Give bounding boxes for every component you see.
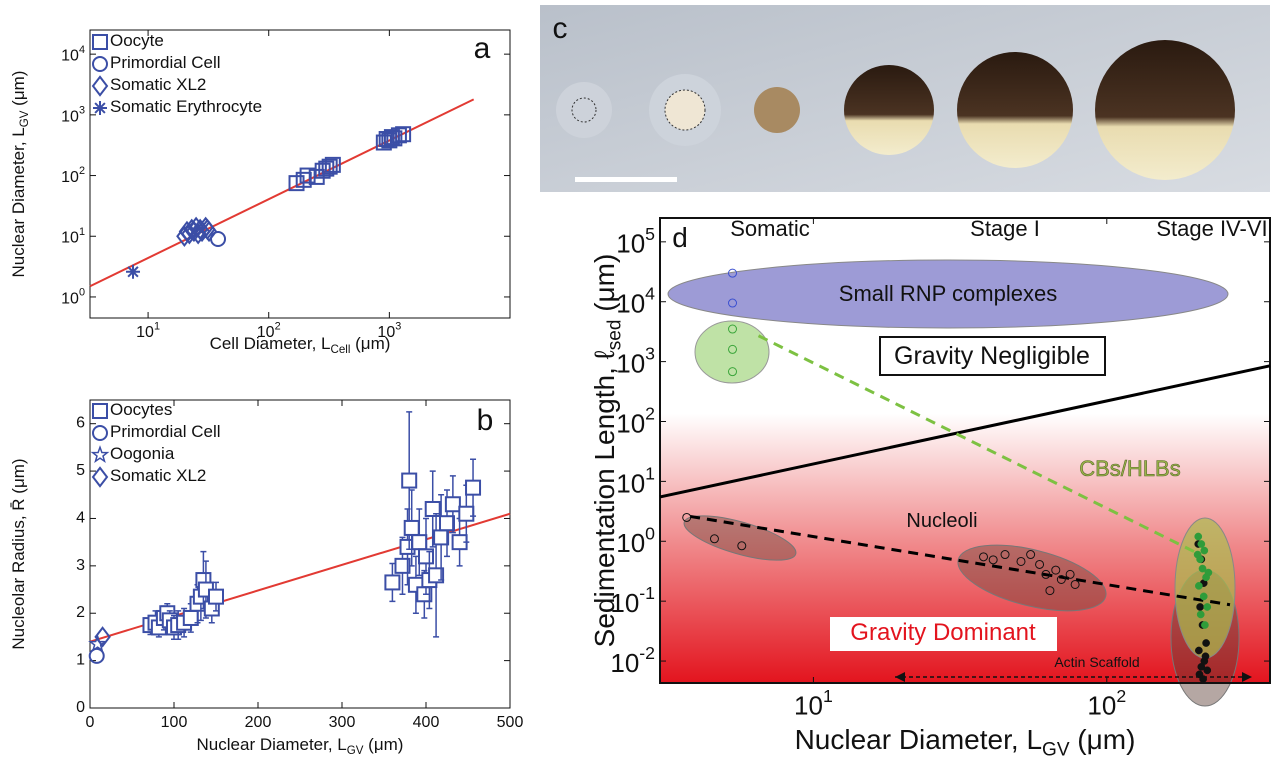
y-tick-label: 105 bbox=[616, 223, 655, 258]
x-axis-title: Nuclear Diameter, LGV (μm) bbox=[197, 735, 404, 757]
marker bbox=[93, 447, 108, 461]
marker bbox=[1202, 639, 1209, 646]
marker bbox=[402, 474, 416, 488]
y-tick-label: 3 bbox=[76, 557, 85, 574]
marker bbox=[412, 535, 426, 549]
y-tick-label: 100 bbox=[616, 523, 655, 558]
y-axis-title: Nucleolar Radius, R̄ (μm) bbox=[9, 458, 28, 649]
y-tick-label: 6 bbox=[76, 415, 85, 432]
panel-label: b bbox=[477, 404, 494, 437]
panel-label: a bbox=[474, 32, 491, 65]
marker bbox=[446, 497, 460, 511]
x-tick-label: 101 bbox=[136, 320, 160, 341]
legend-label: Primordial Cell bbox=[110, 53, 221, 72]
marker bbox=[1195, 647, 1202, 654]
y-axis-title: Sedimentation Length, ℓsed (μm) bbox=[589, 254, 625, 648]
photo: c bbox=[540, 5, 1270, 192]
marker bbox=[1200, 593, 1207, 600]
figure: c Somatic Stage I Stage IV-VI Small RNP … bbox=[0, 0, 1278, 768]
x-tick-label: 100 bbox=[161, 714, 188, 731]
legend-label: Oocyte bbox=[110, 31, 164, 50]
x-tick-label: 101 bbox=[794, 685, 833, 720]
marker bbox=[126, 265, 140, 279]
x-tick-label: 300 bbox=[329, 714, 356, 731]
legend-label: Somatic Erythrocyte bbox=[110, 97, 262, 116]
annotation: Actin Scaffold bbox=[1054, 654, 1139, 670]
y-tick-label: 103 bbox=[61, 104, 85, 125]
legend-label: Oocytes bbox=[110, 400, 172, 419]
marker bbox=[1200, 675, 1207, 682]
marker bbox=[1204, 667, 1211, 674]
marker bbox=[405, 521, 419, 535]
x-tick-label: 500 bbox=[497, 714, 524, 731]
x-axis-title: Nuclear Diameter, LGV (μm) bbox=[795, 724, 1136, 760]
marker bbox=[93, 77, 107, 95]
annotation: Stage IV-VI bbox=[1156, 216, 1267, 241]
panel-label: d bbox=[672, 222, 688, 253]
marker bbox=[1205, 569, 1212, 576]
x-tick-label: 400 bbox=[413, 714, 440, 731]
fit-line bbox=[90, 99, 474, 286]
annotation: Gravity Dominant bbox=[850, 619, 1036, 646]
annotation: Small RNP complexes bbox=[839, 281, 1057, 306]
marker bbox=[93, 404, 107, 418]
panel: 0 100 200 300 400 500 0 1 2 3 4 5 6 Nuclear Diameter,… bbox=[9, 400, 523, 757]
marker bbox=[1201, 621, 1208, 628]
panel: 101102103100101102103104Cell Diameter, L… bbox=[9, 30, 510, 356]
marker bbox=[93, 35, 107, 49]
annotation: Gravity Negligible bbox=[894, 342, 1090, 370]
marker bbox=[1195, 582, 1202, 589]
x-tick-label: 102 bbox=[1087, 685, 1126, 720]
y-tick-label: 104 bbox=[61, 44, 85, 65]
y-tick-label: 5 bbox=[76, 462, 85, 479]
panel-label: c bbox=[553, 12, 568, 45]
marker bbox=[1197, 603, 1204, 610]
x-tick-label: 200 bbox=[245, 714, 272, 731]
marker bbox=[385, 575, 399, 589]
legend-label: Somatic XL2 bbox=[110, 75, 206, 94]
marker bbox=[90, 649, 104, 663]
y-tick-label: 2 bbox=[76, 604, 85, 621]
marker bbox=[459, 507, 473, 521]
annotation: Somatic bbox=[730, 216, 809, 241]
marker bbox=[93, 57, 107, 71]
y-tick-label: 102 bbox=[616, 403, 655, 438]
annotation: Nucleoli bbox=[906, 510, 977, 532]
y-tick-label: 0 bbox=[76, 699, 85, 716]
marker bbox=[1202, 653, 1209, 660]
y-tick-label: 1 bbox=[76, 652, 85, 669]
y-tick-label: 100 bbox=[61, 287, 85, 308]
marker bbox=[434, 530, 448, 544]
marker bbox=[93, 426, 107, 440]
annotation: CBs/HLBs bbox=[1079, 456, 1180, 481]
marker bbox=[1201, 547, 1208, 554]
y-tick-label: 4 bbox=[76, 510, 85, 527]
marker bbox=[466, 481, 480, 495]
annotation: Stage I bbox=[970, 216, 1040, 241]
x-tick-label: 0 bbox=[86, 714, 95, 731]
legend-label: Primordial Cell bbox=[110, 422, 221, 441]
marker bbox=[1195, 533, 1202, 540]
marker bbox=[440, 516, 454, 530]
marker bbox=[1198, 540, 1205, 547]
x-axis-title: Cell Diameter, LCell (μm) bbox=[210, 334, 391, 356]
y-axis-title: Nuclear Diameter, LGV (μm) bbox=[9, 71, 31, 278]
y-tick-label: 101 bbox=[61, 226, 85, 247]
marker bbox=[93, 101, 107, 115]
legend-label: Somatic XL2 bbox=[110, 466, 206, 485]
marker bbox=[1194, 551, 1201, 558]
y-tick-label: 104 bbox=[616, 283, 655, 318]
marker bbox=[1197, 611, 1204, 618]
y-tick-label: 102 bbox=[61, 165, 85, 186]
marker bbox=[1204, 603, 1211, 610]
legend-label: Oogonia bbox=[110, 444, 175, 463]
y-tick-label: 101 bbox=[616, 463, 655, 498]
marker bbox=[209, 590, 223, 604]
